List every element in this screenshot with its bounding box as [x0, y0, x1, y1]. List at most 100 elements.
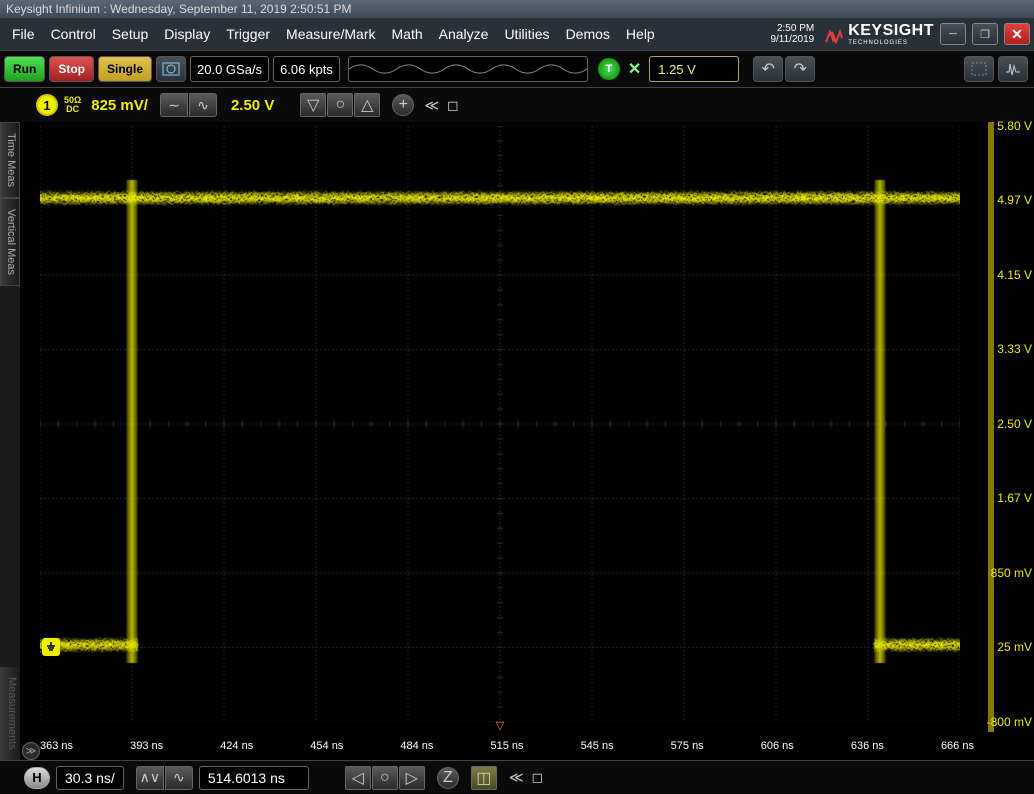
waveform-overview[interactable]: [348, 56, 588, 82]
trigger-indicator[interactable]: T: [598, 58, 620, 80]
title-bar: Keysight Infiniium : Wednesday, Septembe…: [0, 0, 1034, 18]
mem-depth-readout[interactable]: 6.06 kpts: [273, 56, 340, 82]
x-tick-label: 545 ns: [581, 740, 614, 752]
h-bookmark-icon[interactable]: ◻: [531, 769, 543, 786]
overview-wave-icon: [349, 57, 587, 81]
add-channel-icon[interactable]: +: [392, 94, 414, 116]
delay-zero-icon[interactable]: ○: [372, 766, 398, 790]
clock-time: 2:50 PM: [770, 23, 814, 34]
channel-scale[interactable]: 825 mV/: [91, 97, 148, 114]
brand-text: KEYSIGHT: [848, 22, 934, 40]
coupling-ac-icon[interactable]: ∿: [189, 93, 217, 117]
y-tick-label: 25 mV: [997, 640, 1032, 654]
menu-display[interactable]: Display: [156, 22, 218, 46]
x-tick-label: 666 ns: [941, 740, 974, 752]
ground-marker[interactable]: [42, 638, 60, 656]
ground-icon: [45, 641, 57, 653]
horizontal-badge[interactable]: H: [24, 767, 50, 789]
maximize-button[interactable]: ❐: [972, 23, 998, 45]
pulse-svg: [1005, 62, 1021, 76]
h-mode-b-icon[interactable]: ∿: [165, 766, 193, 790]
autoscale-svg: [162, 62, 180, 76]
tab-vertical-meas[interactable]: Vertical Meas: [0, 198, 20, 286]
keysight-icon: [824, 24, 844, 44]
h-mode-a-icon[interactable]: ∧∨: [136, 766, 164, 790]
coupling-dc-icon[interactable]: ∼: [160, 93, 188, 117]
bookmark-icon[interactable]: ◻: [447, 97, 459, 114]
autoscale-icon[interactable]: [156, 56, 186, 82]
main-area: Time Meas Vertical Meas Measurements 5.8…: [0, 122, 1034, 760]
y-tick-label: 1.67 V: [997, 491, 1032, 505]
x-tick-label: 484 ns: [400, 740, 433, 752]
expand-panel-icon[interactable]: ≫: [22, 742, 40, 760]
trigger-level[interactable]: 1.25 V: [649, 56, 739, 82]
menu-demos[interactable]: Demos: [558, 22, 618, 46]
tab-measurements[interactable]: Measurements: [0, 667, 20, 760]
y-tick-label: 4.97 V: [997, 193, 1032, 207]
y-tick-label: 850 mV: [991, 566, 1032, 580]
z-button[interactable]: Z: [437, 767, 459, 789]
close-button[interactable]: ✕: [1004, 23, 1030, 45]
single-button[interactable]: Single: [98, 56, 152, 82]
delay-left-icon[interactable]: ◁: [345, 766, 371, 790]
menu-math[interactable]: Math: [384, 22, 431, 46]
trigger-edge-icon: ✕: [628, 59, 641, 79]
zoom-svg: [971, 62, 987, 76]
channel-1-badge[interactable]: 1: [36, 94, 58, 116]
menu-help[interactable]: Help: [618, 22, 663, 46]
y-scale-bar: [988, 122, 994, 732]
sample-rate-readout[interactable]: 20.0 GSa/s: [190, 56, 269, 82]
minimize-button[interactable]: ─: [940, 23, 966, 45]
menu-trigger[interactable]: Trigger: [218, 22, 278, 46]
brand-sub: TECHNOLOGIES: [848, 40, 934, 46]
menu-control[interactable]: Control: [43, 22, 104, 46]
channel-bar: 1 50Ω DC 825 mV/ ∼ ∿ 2.50 V ▽ ○ △ + ≪ ◻: [0, 88, 1034, 122]
run-button[interactable]: Run: [4, 56, 45, 82]
tab-time-meas[interactable]: Time Meas: [0, 122, 20, 198]
waveform-display[interactable]: 5.80 V4.97 V4.15 V3.33 V2.50 V1.67 V850 …: [20, 122, 1034, 760]
x-tick-label: 515 ns: [490, 740, 523, 752]
brand-logo: KEYSIGHT TECHNOLOGIES: [824, 22, 934, 46]
stop-button[interactable]: Stop: [49, 56, 94, 82]
menu-analyze[interactable]: Analyze: [431, 22, 497, 46]
menu-setup[interactable]: Setup: [104, 22, 157, 46]
horizontal-scale[interactable]: 30.3 ns/: [56, 766, 124, 790]
x-tick-label: 393 ns: [130, 740, 163, 752]
h-chevron-left-icon[interactable]: ≪: [509, 769, 524, 786]
y-tick-label: 4.15 V: [997, 268, 1032, 282]
x-tick-label: 454 ns: [310, 740, 343, 752]
measure-tool-icon[interactable]: [998, 56, 1028, 82]
x-tick-label: 575 ns: [671, 740, 704, 752]
side-tabs: Time Meas Vertical Meas Measurements: [0, 122, 20, 760]
title-text: Keysight Infiniium : Wednesday, Septembe…: [6, 2, 352, 16]
y-tick-label: -800 mV: [987, 715, 1032, 729]
x-tick-label: 424 ns: [220, 740, 253, 752]
delay-right-icon[interactable]: ▷: [399, 766, 425, 790]
zoom-tool-icon[interactable]: [964, 56, 994, 82]
chevron-left-icon[interactable]: ≪: [424, 97, 439, 114]
horizontal-bar: H 30.3 ns/ ∧∨ ∿ 514.6013 ns ◁ ○ ▷ Z ◫ ≪ …: [0, 760, 1034, 794]
scope-canvas: [40, 126, 960, 722]
x-tick-label: 636 ns: [851, 740, 884, 752]
menu-file[interactable]: File: [4, 22, 43, 46]
offset-down-icon[interactable]: ▽: [300, 93, 326, 117]
x-axis-labels: 363 ns393 ns424 ns454 ns484 ns515 ns545 …: [40, 740, 974, 752]
offset-zero-icon[interactable]: ○: [327, 93, 353, 117]
x-tick-label: 606 ns: [761, 740, 794, 752]
toolbar: Run Stop Single 20.0 GSa/s 6.06 kpts T ✕…: [0, 50, 1034, 88]
y-tick-label: 5.80 V: [997, 119, 1032, 133]
menu-measure[interactable]: Measure/Mark: [278, 22, 383, 46]
menu-bar: File Control Setup Display Trigger Measu…: [0, 18, 1034, 50]
horizontal-delay[interactable]: 514.6013 ns: [199, 766, 309, 790]
clock-date: 9/11/2019: [770, 34, 814, 45]
undo-button[interactable]: ↶: [753, 56, 783, 82]
cursor-tool-icon[interactable]: ◫: [471, 766, 497, 790]
channel-offset[interactable]: 2.50 V: [231, 97, 274, 114]
trigger-time-marker: ▽: [496, 719, 504, 732]
y-tick-label: 3.33 V: [997, 342, 1032, 356]
menu-utilities[interactable]: Utilities: [496, 22, 557, 46]
redo-button[interactable]: ↷: [785, 56, 815, 82]
channel-impedance: 50Ω DC: [64, 96, 81, 114]
offset-up-icon[interactable]: △: [354, 93, 380, 117]
clock: 2:50 PM 9/11/2019: [770, 23, 818, 45]
